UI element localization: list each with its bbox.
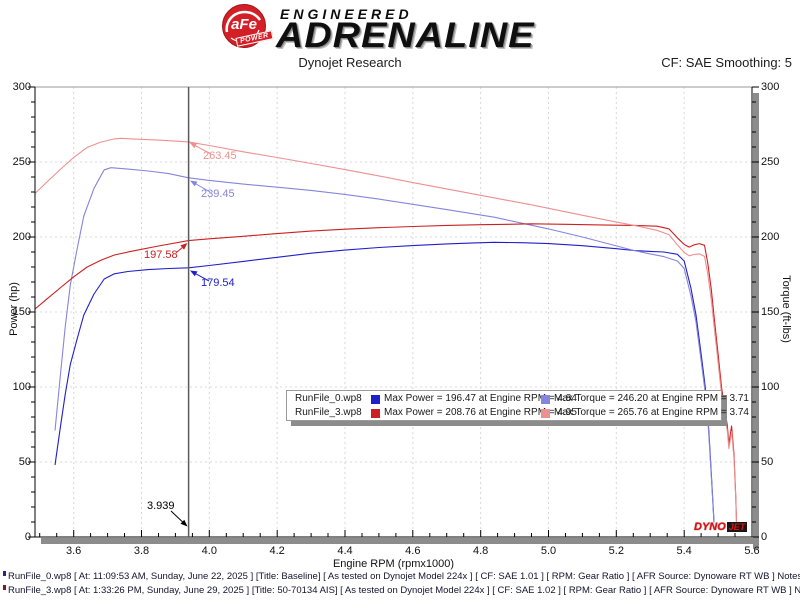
- chart-title: Dynojet Research: [298, 55, 402, 70]
- x-tick-label: 4.6: [405, 545, 421, 557]
- cursor-value-torque-run0: 239.45: [201, 188, 235, 200]
- y-tick-label-right: 300: [761, 81, 780, 93]
- curve-series-3: [34, 137, 738, 529]
- legend-box[interactable]: RunFile_0.wp8 Max Power = 196.47 at Engi…: [286, 390, 749, 421]
- x-tick-label: 4.0: [201, 545, 217, 557]
- y-tick-label-right: 50: [761, 456, 774, 468]
- arrow-power-run3: [176, 243, 188, 253]
- axis-ticks: [28, 86, 759, 538]
- legend-max-power-run3: Max Power = 208.76 at Engine RPM = 4.95: [384, 407, 577, 418]
- arrow-torque-run3: [189, 142, 212, 155]
- runfile3-info-line: RunFile_3.wp8 [ At: 1:33:26 PM, Sunday, …: [3, 585, 800, 596]
- arrow-power-run0: [190, 270, 210, 282]
- power-swatch-run0: [371, 394, 380, 404]
- plot-shadow-bottom: [41, 538, 759, 544]
- cursor-value-torque-run3: 263.45: [203, 150, 237, 162]
- torque-swatch-run0: [541, 394, 550, 404]
- legend-max-torque-run3: Max Torque = 265.76 at Engine RPM = 3.74: [554, 407, 749, 418]
- y-tick-label-right: 100: [761, 381, 780, 393]
- x-tick-label: 4.8: [473, 545, 489, 557]
- runfile3-info-text: RunFile_3.wp8 [ At: 1:33:26 PM, Sunday, …: [8, 585, 800, 596]
- arrow-torque-run0: [190, 180, 211, 193]
- y-tick-label-left: 200: [12, 231, 31, 243]
- curve-series-0: [54, 241, 715, 523]
- brand-adrenaline-text: ADRENALINE: [276, 16, 535, 55]
- legend-max-torque-run0: Max Torque = 246.20 at Engine RPM = 3.71: [554, 392, 749, 404]
- cursor-rpm-value: 3.939: [147, 500, 175, 512]
- y-tick-label-left: 50: [18, 456, 31, 468]
- afe-adrenaline-logo: aFe POWER ENGINEERED ADRENALINE: [218, 2, 598, 55]
- smoothing-setting-text: CF: SAE Smoothing: 5: [661, 55, 792, 70]
- dynojet-jet-text: JET: [726, 521, 748, 532]
- gridlines: [35, 87, 752, 537]
- y-tick-label-left: 150: [12, 306, 31, 318]
- brand-engineered-text: ENGINEERED: [280, 6, 413, 22]
- arrow-cursor-rpm: [170, 510, 188, 527]
- curve-series-2: [34, 223, 738, 529]
- badge-afe-text: aFe: [231, 16, 257, 33]
- legend-row-runfile3: RunFile_3.wp8 Max Power = 208.76 at Engi…: [287, 406, 749, 420]
- y-tick-label-left: 300: [12, 81, 31, 93]
- x-axis-title: Engine RPM (rpmx1000): [332, 558, 455, 570]
- y-tick-label-right: 150: [761, 306, 780, 318]
- x-tick-label: 5.6: [744, 545, 760, 557]
- x-tick-label: 5.0: [540, 545, 557, 557]
- legend-run-name: RunFile_0.wp8: [295, 392, 362, 404]
- y-tick-label-left: 100: [12, 381, 31, 393]
- curve-series-1: [54, 167, 715, 523]
- x-tick-label: 3.8: [133, 545, 150, 557]
- x-tick-label: 4.4: [337, 545, 353, 557]
- y-tick-label-left: 250: [12, 156, 31, 168]
- legend-max-power-run0: Max Power = 196.47 at Engine RPM = 4.84: [384, 392, 577, 404]
- runfile0-info-text: RunFile_0.wp8 [ At: 11:09:53 AM, Sunday,…: [8, 571, 800, 582]
- torque-swatch-run3: [541, 409, 550, 418]
- legend-row-runfile0: RunFile_0.wp8 Max Power = 196.47 at Engi…: [287, 392, 749, 406]
- cursor-value-power-run0: 179.54: [201, 277, 235, 289]
- runfile0-info-line: RunFile_0.wp8 [ At: 11:09:53 AM, Sunday,…: [3, 571, 800, 582]
- dynojet-watermark: DYNO JET: [694, 520, 748, 533]
- dynojet-dyno-text: DYNO: [694, 520, 726, 533]
- runfile3-marker-icon: [3, 585, 6, 590]
- y-tick-label-right: 250: [761, 156, 780, 168]
- x-tick-label: 4.2: [269, 545, 285, 557]
- plot-shadow-right: [753, 93, 759, 549]
- y-tick-label-left: 0: [24, 531, 31, 543]
- x-tick-label: 5.4: [676, 545, 692, 557]
- x-tick-label: 3.6: [66, 545, 82, 557]
- y-tick-label-right: 0: [761, 531, 768, 543]
- runfile0-marker-icon: [3, 571, 6, 576]
- x-tick-label: 5.2: [608, 545, 624, 557]
- power-swatch-run3: [371, 409, 380, 418]
- y-tick-label-right: 200: [761, 231, 780, 243]
- cursor-value-power-run3: 197.58: [144, 249, 178, 261]
- legend-run-name: RunFile_3.wp8: [295, 407, 362, 418]
